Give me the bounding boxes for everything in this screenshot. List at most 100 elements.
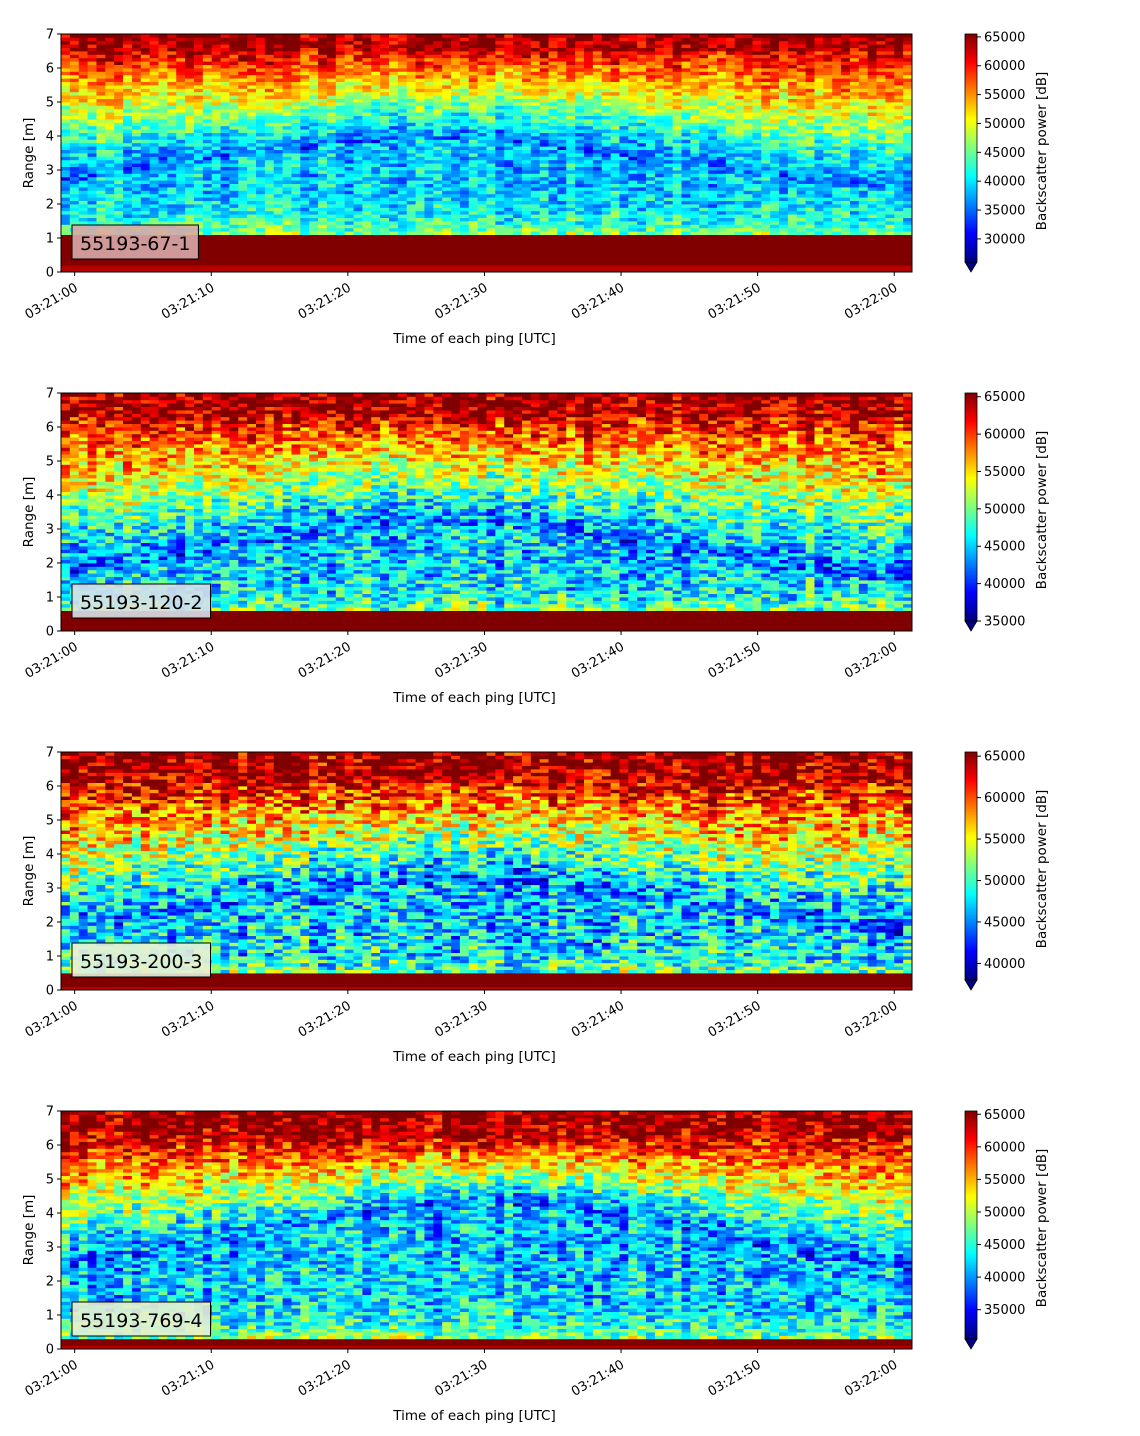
- heatmap-cell: [96, 95, 105, 99]
- heatmap-cell: [345, 218, 354, 222]
- heatmap-cell: [575, 61, 584, 65]
- heatmap-cell: [451, 143, 460, 147]
- heatmap-cell: [389, 78, 398, 82]
- heatmap-cell: [549, 258, 558, 262]
- heatmap-cell: [238, 71, 247, 75]
- heatmap-cell: [389, 41, 398, 45]
- heatmap-cell: [602, 133, 611, 137]
- heatmap-cell: [682, 129, 691, 133]
- heatmap-cell: [611, 71, 620, 75]
- heatmap-cell: [602, 71, 611, 75]
- heatmap-cell: [575, 105, 584, 109]
- heatmap-cell: [141, 221, 150, 225]
- heatmap-cell: [682, 51, 691, 55]
- heatmap-cell: [487, 92, 496, 96]
- heatmap-cell: [611, 99, 620, 103]
- heatmap-cell: [345, 51, 354, 55]
- heatmap-cell: [256, 224, 265, 228]
- heatmap-cell: [655, 75, 664, 79]
- heatmap-cell: [167, 109, 176, 113]
- heatmap-cell: [407, 51, 416, 55]
- heatmap-cell: [256, 71, 265, 75]
- heatmap-cell: [203, 95, 212, 99]
- heatmap-cell: [274, 228, 283, 232]
- heatmap-cell: [176, 37, 185, 41]
- heatmap-cell: [646, 201, 655, 205]
- heatmap-cell: [371, 248, 380, 252]
- heatmap-cell: [451, 207, 460, 211]
- heatmap-cell: [416, 163, 425, 167]
- heatmap-cell: [256, 214, 265, 218]
- heatmap-cell: [238, 146, 247, 150]
- heatmap-cell: [167, 207, 176, 211]
- heatmap-cell: [238, 231, 247, 235]
- heatmap-cell: [628, 190, 637, 194]
- heatmap-cell: [176, 160, 185, 164]
- heatmap-cell: [221, 109, 230, 113]
- heatmap-cell: [256, 255, 265, 259]
- heatmap-cell: [380, 204, 389, 208]
- heatmap-cell: [478, 92, 487, 96]
- heatmap-cell: [522, 187, 531, 191]
- heatmap-cell: [424, 136, 433, 140]
- heatmap-cell: [380, 245, 389, 249]
- heatmap-cell: [575, 133, 584, 137]
- heatmap-cell: [114, 48, 123, 52]
- heatmap-cell: [194, 41, 203, 45]
- heatmap-cell: [673, 146, 682, 150]
- heatmap-cell: [407, 258, 416, 262]
- heatmap-cell: [460, 65, 469, 69]
- heatmap-cell: [584, 238, 593, 242]
- heatmap-cell: [619, 61, 628, 65]
- heatmap-cell: [167, 99, 176, 103]
- heatmap-cell: [540, 126, 549, 130]
- heatmap-cell: [221, 48, 230, 52]
- heatmap-cell: [460, 150, 469, 154]
- heatmap-cell: [655, 180, 664, 184]
- heatmap-cell: [557, 82, 566, 86]
- heatmap-cell: [646, 75, 655, 79]
- heatmap-cell: [229, 109, 238, 113]
- heatmap-cell: [141, 65, 150, 69]
- heatmap-cell: [336, 201, 345, 205]
- heatmap-cell: [540, 68, 549, 72]
- heatmap-cell: [495, 190, 504, 194]
- heatmap-cell: [424, 92, 433, 96]
- heatmap-cell: [407, 207, 416, 211]
- heatmap-cell: [247, 204, 256, 208]
- heatmap-cell: [96, 126, 105, 130]
- heatmap-cell: [637, 116, 646, 120]
- heatmap-cell: [371, 224, 380, 228]
- heatmap-cell: [451, 255, 460, 259]
- heatmap-cell: [628, 82, 637, 86]
- heatmap-cell: [150, 58, 159, 62]
- heatmap-cell: [274, 224, 283, 228]
- heatmap-cell: [602, 156, 611, 160]
- heatmap-cell: [247, 122, 256, 126]
- heatmap-cell: [283, 187, 292, 191]
- heatmap-cell: [664, 153, 673, 157]
- heatmap-cell: [212, 136, 221, 140]
- heatmap-cell: [628, 255, 637, 259]
- heatmap-cell: [61, 153, 70, 157]
- heatmap-cell: [451, 78, 460, 82]
- heatmap-cell: [345, 102, 354, 106]
- heatmap-cell: [380, 252, 389, 256]
- heatmap-cell: [442, 231, 451, 235]
- heatmap-cell: [424, 139, 433, 143]
- heatmap-cell: [96, 218, 105, 222]
- heatmap-cell: [407, 241, 416, 245]
- heatmap-cell: [398, 102, 407, 106]
- heatmap-cell: [673, 44, 682, 48]
- heatmap-cell: [593, 129, 602, 133]
- heatmap-cell: [433, 231, 442, 235]
- heatmap-cell: [602, 99, 611, 103]
- heatmap-cell: [495, 102, 504, 106]
- heatmap-cell: [70, 187, 79, 191]
- heatmap-cell: [433, 163, 442, 167]
- heatmap-cell: [655, 116, 664, 120]
- heatmap-cell: [354, 218, 363, 222]
- heatmap-cell: [371, 143, 380, 147]
- heatmap-cell: [150, 88, 159, 92]
